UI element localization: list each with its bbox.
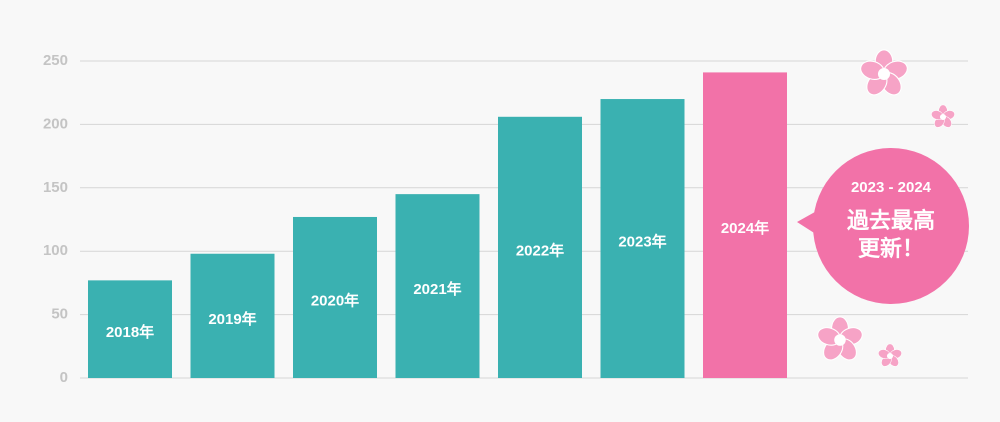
callout-text: 過去最高 [847,208,935,233]
bar-category-label: 2018年 [106,323,154,341]
bar [703,72,787,379]
callout: 2023 - 2024 過去最高 更新！ [797,148,969,304]
bars: 2018年 2019年 2020年 2021年 2022年 2023年 2024年 [88,72,787,379]
bar-category-label: 2021年 [413,280,461,298]
sakura-decoration [814,49,957,369]
bar [88,280,172,378]
callout-text: 更新！ [858,236,924,261]
y-tick-label: 100 [43,242,68,259]
y-tick-label: 200 [43,115,68,132]
bar-category-label: 2024年 [721,219,769,237]
bar [190,253,275,378]
callout-pointer [797,208,822,238]
bar-category-label: 2020年 [311,291,359,309]
bar-category-label: 2022年 [516,241,564,259]
y-tick-label: 0 [60,369,68,386]
y-tick-label: 150 [43,179,68,196]
bar [498,116,582,379]
bar [293,216,377,378]
bar [600,99,685,378]
callout-period: 2023 - 2024 [851,179,932,196]
callout-bubble [813,148,969,304]
bar-category-label: 2023年 [618,232,666,250]
bar-category-label: 2019年 [208,310,256,328]
y-tick-label: 50 [51,306,68,323]
bar [395,194,480,378]
y-tick-label: 250 [43,52,68,69]
